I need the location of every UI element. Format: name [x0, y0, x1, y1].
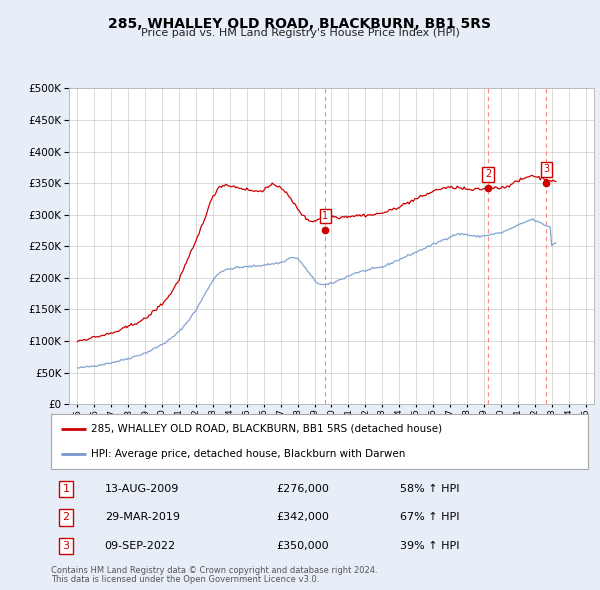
Text: £276,000: £276,000: [277, 484, 329, 494]
Text: HPI: Average price, detached house, Blackburn with Darwen: HPI: Average price, detached house, Blac…: [91, 449, 406, 459]
Text: This data is licensed under the Open Government Licence v3.0.: This data is licensed under the Open Gov…: [51, 575, 319, 584]
Text: 58% ↑ HPI: 58% ↑ HPI: [400, 484, 460, 494]
Text: 3: 3: [62, 541, 70, 550]
Text: 39% ↑ HPI: 39% ↑ HPI: [400, 541, 460, 550]
Text: 285, WHALLEY OLD ROAD, BLACKBURN, BB1 5RS: 285, WHALLEY OLD ROAD, BLACKBURN, BB1 5R…: [109, 17, 491, 31]
Text: 1: 1: [322, 211, 328, 221]
Text: 29-MAR-2019: 29-MAR-2019: [105, 513, 180, 522]
Text: 2: 2: [485, 169, 491, 179]
Text: £350,000: £350,000: [277, 541, 329, 550]
Text: 285, WHALLEY OLD ROAD, BLACKBURN, BB1 5RS (detached house): 285, WHALLEY OLD ROAD, BLACKBURN, BB1 5R…: [91, 424, 442, 434]
Text: 13-AUG-2009: 13-AUG-2009: [105, 484, 179, 494]
Text: 2: 2: [62, 513, 70, 522]
Text: 09-SEP-2022: 09-SEP-2022: [105, 541, 176, 550]
Text: 3: 3: [544, 164, 550, 174]
Text: Contains HM Land Registry data © Crown copyright and database right 2024.: Contains HM Land Registry data © Crown c…: [51, 566, 377, 575]
Text: 67% ↑ HPI: 67% ↑ HPI: [400, 513, 460, 522]
Text: Price paid vs. HM Land Registry's House Price Index (HPI): Price paid vs. HM Land Registry's House …: [140, 28, 460, 38]
Text: £342,000: £342,000: [277, 513, 329, 522]
Text: 1: 1: [62, 484, 70, 494]
